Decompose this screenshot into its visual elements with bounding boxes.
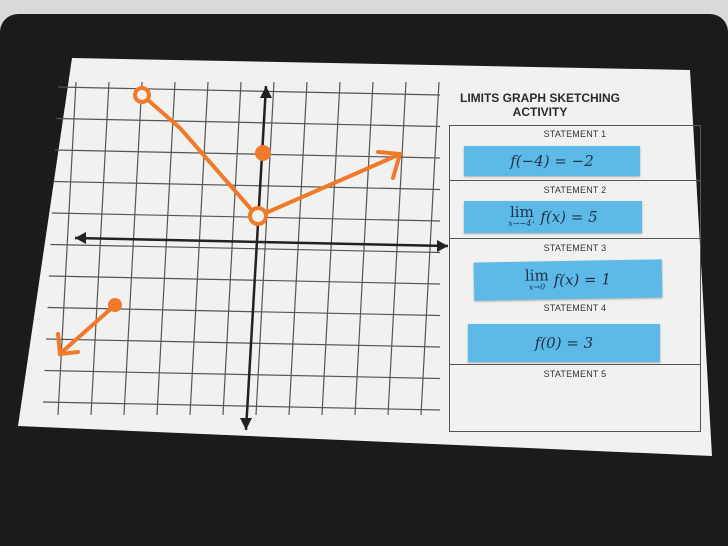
grid-line-horizontal: [42, 401, 441, 411]
grid-line-horizontal: [54, 149, 441, 159]
y-axis-arrow-down: [240, 418, 252, 430]
statement-4-label: STATEMENT 4: [543, 303, 607, 313]
statement-3-strip: lim x→0 f(x) = 1: [473, 259, 663, 301]
filled-point-f0: [255, 145, 271, 161]
sketch-lower-arrowhead: [56, 332, 80, 357]
statement-3-expr: f(x) = 1: [553, 270, 612, 290]
grid-line-horizontal: [48, 275, 441, 285]
sketch-right-arrowhead: [376, 150, 403, 180]
filled-point-f-4: [108, 298, 122, 312]
statement-3-lim: lim x→0: [525, 266, 549, 292]
statement-2-row: STATEMENT 2 lim x→−4⁺ f(x) = 5: [450, 180, 700, 233]
x-axis: [74, 236, 449, 248]
x-axis-arrow-right: [437, 240, 448, 252]
open-point-top: [133, 86, 151, 104]
statement-2-strip: lim x→−4⁺ f(x) = 5: [464, 201, 642, 233]
grid-line-vertical: [57, 81, 77, 416]
grid-line-vertical: [387, 81, 407, 416]
open-point-origin: [248, 206, 268, 226]
statement-5-row: STATEMENT 5: [450, 364, 700, 379]
lim-subscript: x→−4⁺: [508, 219, 536, 228]
statement-3-row: STATEMENT 3 lim x→0 f(x) = 1: [450, 238, 700, 301]
statement-1-strip: f(−4) = −2: [464, 146, 640, 176]
worksheet-title: LIMITS GRAPH SKETCHING ACTIVITY: [459, 91, 620, 119]
statement-4-strip: f(0) = 3: [468, 324, 660, 362]
grid-line-horizontal: [45, 338, 441, 348]
sketch-right-ray: [266, 153, 400, 214]
lim-word: lim: [510, 203, 534, 221]
grid-line-vertical: [420, 81, 440, 416]
statement-2-label: STATEMENT 2: [543, 185, 607, 195]
grid-line-horizontal: [53, 180, 441, 191]
statement-panel: STATEMENT 1 f(−4) = −2 STATEMENT 2 lim x→…: [449, 125, 701, 432]
statement-3-label: STATEMENT 3: [543, 243, 607, 253]
statement-2-lim: lim x→−4⁺: [508, 205, 536, 229]
grid-line-vertical: [189, 81, 209, 416]
grid-line-vertical: [90, 81, 110, 416]
y-axis-arrow-up: [260, 86, 272, 98]
grid-line-vertical: [354, 81, 374, 416]
grid-line-vertical: [321, 81, 341, 416]
grid-lines: [42, 81, 441, 416]
statement-2-expr: f(x) = 5: [540, 208, 598, 226]
grid-line-vertical: [288, 81, 308, 416]
sketch-left-segment: [146, 98, 252, 210]
x-axis-arrow-left: [75, 232, 86, 244]
y-axis: [244, 85, 268, 431]
statement-1-label: STATEMENT 1: [543, 129, 607, 139]
grid-line-vertical: [156, 81, 176, 416]
grid-line-horizontal: [56, 117, 441, 128]
sketch-lower-ray: [60, 304, 116, 354]
grid-line-vertical: [123, 81, 143, 416]
grid-line-horizontal: [51, 212, 441, 222]
grid-line-horizontal: [50, 243, 441, 254]
grid-line-horizontal: [57, 86, 441, 96]
statement-5-label: STATEMENT 5: [543, 369, 607, 379]
grid-line-horizontal: [44, 369, 441, 380]
